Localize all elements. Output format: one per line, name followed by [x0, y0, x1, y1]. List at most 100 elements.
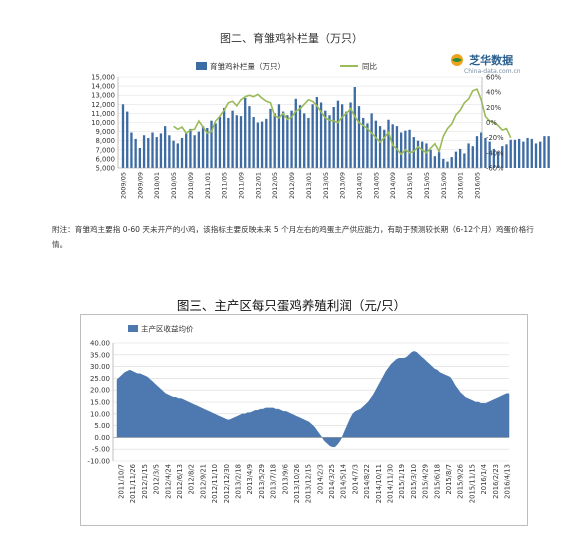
x-tick-label: 2011/05	[221, 172, 229, 199]
bar	[522, 141, 525, 168]
bar	[130, 132, 133, 168]
bar	[315, 97, 319, 168]
bar	[298, 105, 302, 168]
y-right-tick-label: 60%	[486, 74, 502, 82]
bar	[319, 102, 323, 168]
x-tick-label: 2012/6/13	[176, 464, 184, 499]
bar	[475, 136, 479, 168]
bar	[530, 138, 533, 168]
x-tick-label: 2011/11/26	[129, 464, 137, 503]
bar	[142, 135, 146, 168]
bar	[273, 113, 276, 168]
bar	[147, 137, 150, 168]
bar	[265, 118, 268, 168]
x-tick-label: 2015/4/29	[422, 464, 430, 499]
y-left-tick-label: 10,000	[91, 119, 115, 127]
legend-area-label: 主产区收益均价	[141, 324, 194, 334]
bar	[252, 117, 255, 168]
bar	[501, 146, 504, 168]
x-tick-label: 2012/11/10	[211, 464, 219, 503]
x-tick-label: 2013/2/18	[234, 464, 242, 499]
legend-line-label: 同比	[362, 61, 377, 71]
chart1-bars	[121, 87, 550, 168]
y-left-tick-label: 8,000	[96, 137, 115, 145]
chart1-note: 附注：育雏鸡主要指 0-60 天未开产的小鸡，该指标主要反映未来 5 个月左右的…	[52, 225, 534, 249]
bar	[244, 97, 247, 168]
profit-area	[116, 351, 510, 448]
bar	[395, 126, 399, 168]
x-tick-label: 2013/9/6	[281, 464, 289, 495]
bar	[151, 132, 154, 168]
x-tick-label: 2012/8/2	[188, 464, 196, 495]
x-tick-label: 2014/11/30	[387, 464, 395, 503]
y-left-tick-label: 7,000	[96, 146, 115, 154]
y-right-tick-label: -40%	[486, 149, 504, 157]
bar	[399, 132, 403, 168]
x-tick-label: 2012/9/21	[199, 464, 207, 499]
bar	[471, 146, 474, 168]
bar	[526, 137, 529, 168]
logo: 芝华数据 China-data.com.cn	[450, 49, 521, 75]
bar	[492, 148, 496, 168]
bar	[311, 104, 314, 168]
bar	[134, 138, 137, 168]
x-tick-label: 2016/2/23	[492, 464, 500, 499]
bar	[172, 140, 175, 168]
bar	[421, 141, 424, 168]
bar	[463, 153, 466, 168]
y-right-tick-label: -60%	[486, 165, 504, 173]
chart1-yoy-line	[173, 88, 512, 156]
bar	[517, 138, 521, 168]
bar	[239, 116, 243, 168]
x-tick-label: 2009/09	[136, 172, 144, 199]
x-tick-label: 2014/10/11	[375, 464, 383, 503]
x-tick-label: 2009/05	[120, 172, 128, 199]
y-right-tick-label: -20%	[486, 134, 504, 142]
y-left-tick-label: 13,000	[91, 92, 115, 100]
bar	[176, 143, 179, 168]
bar	[408, 129, 411, 168]
bar	[185, 133, 188, 168]
x-tick-label: 2014/7/3	[351, 464, 359, 495]
bar	[433, 156, 437, 168]
x-tick-label: 2016/05	[474, 172, 482, 199]
bar	[496, 151, 500, 168]
y-left-tick-label: 12,000	[91, 101, 115, 109]
bar	[159, 133, 163, 168]
x-tick-label: 2013/10/26	[293, 464, 301, 503]
x-tick-label: 2015/1/19	[398, 464, 406, 499]
x-tick-label: 2012/1/15	[141, 464, 149, 499]
bar	[231, 110, 234, 168]
x-tick-label: 2012/4/24	[164, 464, 172, 499]
x-tick-label: 2013/5/29	[258, 464, 266, 499]
chart1: 15,00014,00013,00012,00011,00010,0009,00…	[91, 61, 550, 199]
logo-brand: 芝华数据	[469, 54, 514, 67]
bar	[163, 126, 167, 168]
chart1-title: 图二、育雏鸡补栏量（万只）	[220, 32, 363, 45]
bar	[210, 120, 213, 168]
x-tick-label: 2016/4/13	[504, 464, 512, 499]
bar	[454, 151, 458, 168]
bar	[362, 117, 365, 168]
x-tick-label: 2010/09	[187, 172, 195, 199]
bar	[307, 117, 310, 168]
bar	[303, 113, 306, 168]
bar	[222, 107, 226, 168]
bar	[353, 87, 356, 168]
bar	[340, 104, 344, 168]
x-tick-label: 2014/8/22	[363, 464, 371, 499]
y-tick-label: 10.00	[90, 410, 110, 418]
x-tick-label: 2013/7/18	[270, 464, 278, 499]
bar	[328, 115, 331, 168]
bar	[277, 104, 281, 168]
bar	[534, 143, 538, 168]
bar	[505, 144, 508, 168]
x-tick-label: 2015/11/15	[468, 464, 476, 503]
y-tick-label: 0.00	[94, 434, 110, 442]
bar	[193, 135, 196, 168]
x-tick-label: 2015/9/26	[457, 464, 465, 499]
bar	[155, 137, 158, 168]
logo-url: China-data.com.cn	[464, 68, 521, 75]
bar	[383, 129, 386, 168]
bar	[450, 157, 453, 168]
